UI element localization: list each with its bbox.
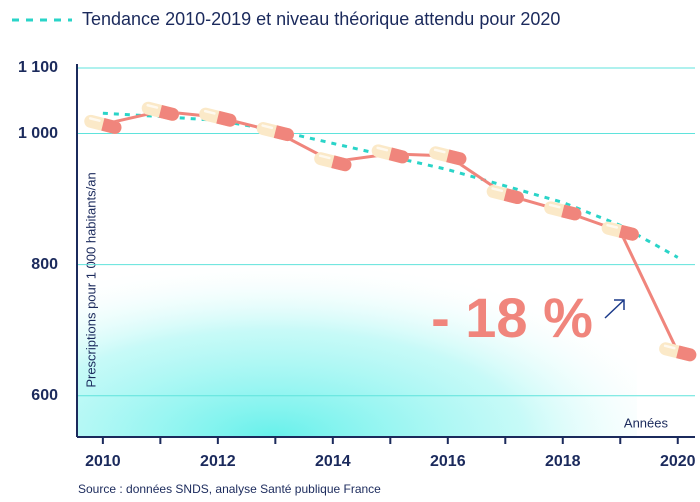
pill-shine	[203, 109, 216, 115]
pill-shine	[261, 124, 274, 130]
x-tick-label: 2020	[660, 453, 696, 470]
pill-shine	[318, 154, 331, 160]
pill-shine	[548, 203, 561, 209]
pill-marker	[601, 221, 639, 241]
pill-shine	[88, 117, 101, 122]
x-tick-label: 2016	[430, 453, 466, 470]
pill-half	[216, 110, 237, 127]
pill-marker	[371, 144, 409, 164]
x-tick-label: 2018	[545, 453, 581, 470]
pill-marker	[84, 114, 122, 134]
x-tick-label: 2010	[85, 453, 121, 470]
pill-half	[561, 204, 582, 221]
x-tick-label: 2014	[315, 453, 351, 470]
y-tick-label: 1 000	[18, 125, 58, 142]
x-tick-label: 2012	[200, 453, 236, 470]
y-tick-label: 1 100	[18, 59, 58, 76]
arrow-icon	[604, 299, 625, 319]
pill-shine	[491, 187, 504, 193]
pill-marker	[199, 107, 237, 127]
pill-marker	[544, 201, 582, 221]
pill-marker	[659, 342, 697, 362]
annotation: - 18 %	[431, 286, 593, 349]
pill-shine	[433, 148, 446, 154]
pill-half	[676, 345, 697, 362]
pill-shine	[606, 223, 619, 229]
pill-marker	[141, 101, 179, 121]
pill-half	[446, 149, 467, 166]
pill-shine	[146, 104, 159, 109]
pill-half	[503, 188, 524, 205]
pill-marker	[429, 146, 467, 166]
legend: Tendance 2010-2019 et niveau théorique a…	[12, 9, 560, 29]
pill-half	[331, 155, 352, 172]
pill-shine	[663, 344, 676, 350]
pill-half	[158, 104, 179, 121]
background-glow	[77, 200, 637, 437]
source: Source : données SNDS, analyse Santé pub…	[78, 482, 381, 496]
pill-half	[273, 125, 294, 142]
pill-half	[618, 224, 639, 241]
legend-label: Tendance 2010-2019 et niveau théorique a…	[82, 9, 560, 29]
pill-marker	[314, 152, 352, 172]
pill-marker	[256, 122, 294, 142]
y-tick-label: 800	[31, 256, 58, 273]
pill-half	[101, 118, 122, 134]
x-axis-label: Années	[624, 415, 669, 430]
y-axis-label: Prescriptions pour 1 000 habitants/an	[83, 172, 98, 387]
pill-shine	[376, 146, 389, 152]
pill-half	[388, 147, 409, 164]
y-tick-label: 600	[31, 387, 58, 404]
pill-marker	[486, 184, 524, 205]
